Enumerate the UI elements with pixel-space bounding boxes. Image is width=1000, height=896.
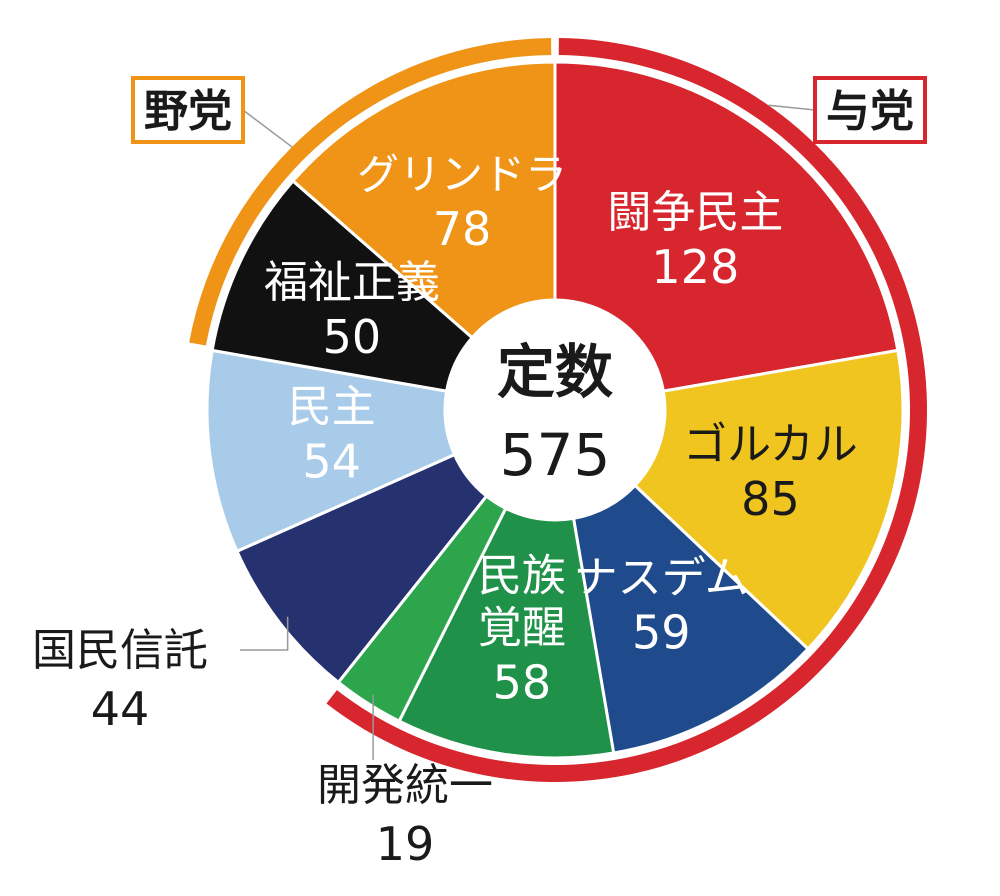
pie-slice — [571, 483, 811, 755]
center-title: 定数 — [497, 338, 613, 406]
group-labels: 与党 野党 — [131, 76, 927, 148]
slice-value-label: 59 — [632, 605, 691, 659]
outside-callouts: 開発統一 19 国民信託 44 — [32, 616, 493, 871]
slice-name-label: ナスデム — [574, 552, 749, 603]
slice-name-label: 開発統一 — [317, 760, 493, 811]
slice-value-label: 85 — [741, 472, 800, 526]
coalition-arcs — [189, 38, 927, 783]
group-label-box — [131, 76, 245, 144]
group-leader-line — [768, 104, 816, 111]
center-disc — [445, 300, 665, 520]
slice-name-label: 覚醒 — [478, 603, 566, 654]
slice-value-label: 78 — [433, 202, 492, 256]
slice-name-label: 福祉正義 — [264, 257, 440, 308]
coalition-arc — [189, 38, 552, 346]
slice-name-label: ゴルカル — [683, 419, 858, 470]
group-leader-line — [242, 109, 293, 148]
group-label-box — [813, 76, 927, 144]
center-circle: 定数 575 — [445, 300, 665, 520]
group-label: 与党 — [826, 86, 914, 137]
callout-leader-line — [240, 616, 289, 651]
pie-slices — [205, 60, 905, 760]
slice-value-label: 50 — [323, 310, 382, 364]
slice-value-label: 58 — [493, 656, 552, 710]
slice-name-label: 国民信託 — [32, 625, 208, 676]
group-label: 野党 — [144, 86, 232, 137]
slice-value-label: 128 — [651, 240, 739, 294]
center-total: 575 — [500, 421, 611, 489]
slice-value-label: 54 — [302, 435, 361, 489]
slice-value-label: 19 — [376, 817, 435, 871]
slice-value-label: 44 — [91, 682, 150, 736]
slice-name-label: 民主 — [288, 382, 376, 433]
slice-name-label: 闘争民主 — [607, 187, 783, 238]
slice-name-label: グリンドラ — [357, 150, 567, 199]
slice-name-label: 民族 — [478, 551, 566, 602]
